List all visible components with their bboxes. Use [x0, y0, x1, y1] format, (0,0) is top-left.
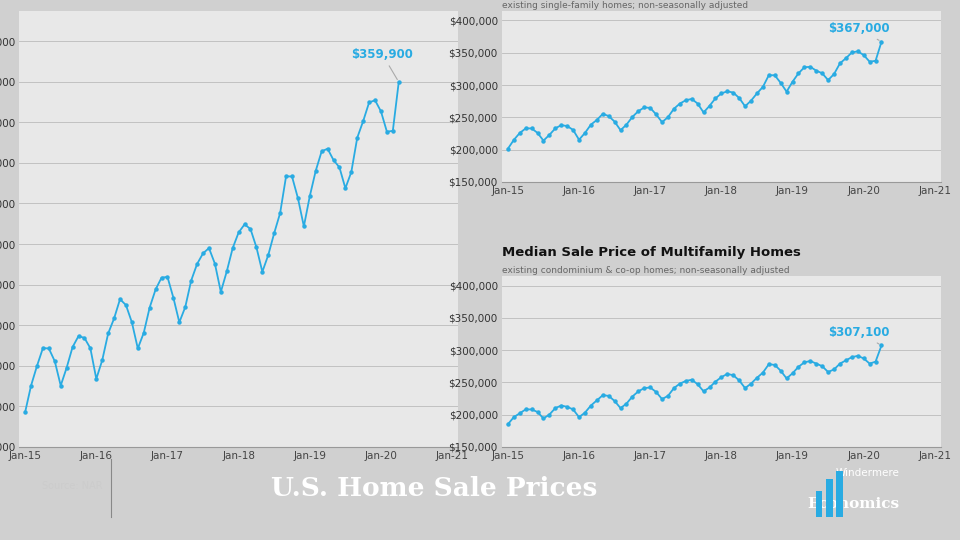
Text: Median Sale Price of Multifamily Homes: Median Sale Price of Multifamily Homes — [502, 246, 801, 259]
Text: $307,100: $307,100 — [828, 326, 890, 344]
Bar — [826, 480, 832, 517]
Text: existing condominium & co-op homes; non-seasonally adjusted: existing condominium & co-op homes; non-… — [502, 266, 789, 275]
Text: existing single-family homes; non-seasonally adjusted: existing single-family homes; non-season… — [502, 2, 748, 10]
Text: U.S. H​ome S​ale P​rices: U.S. H​ome S​ale P​rices — [271, 476, 597, 501]
Text: Windermere: Windermere — [835, 468, 900, 478]
Bar — [816, 491, 823, 517]
Text: Economics: Economics — [807, 497, 900, 511]
Text: $367,000: $367,000 — [828, 22, 890, 40]
Bar — [836, 471, 843, 517]
Text: $359,900: $359,900 — [351, 48, 413, 79]
Text: Source: NAR: Source: NAR — [42, 481, 103, 491]
